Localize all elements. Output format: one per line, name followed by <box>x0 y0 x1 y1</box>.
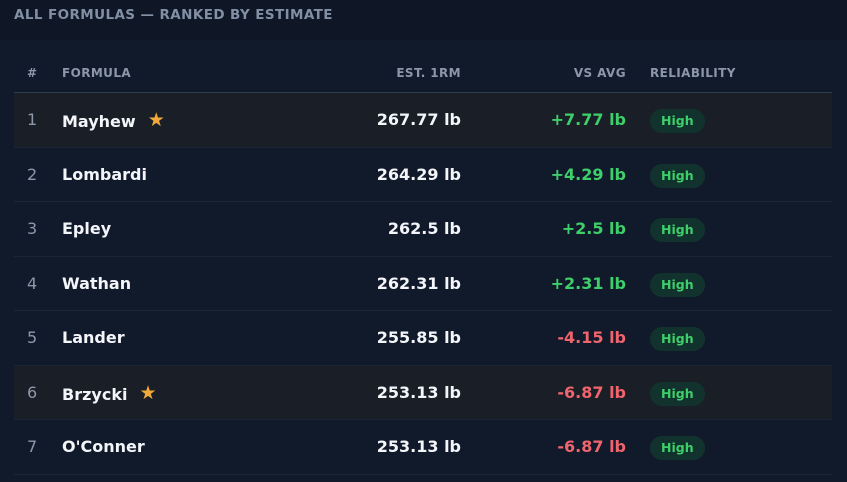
column-header-reliability[interactable]: RELIABILITY <box>650 66 736 80</box>
formula-name-cell: Wathan <box>62 274 131 293</box>
rank-cell: 1 <box>27 110 38 129</box>
table-body: 1 Mayhew ★ 267.77 lb +7.77 lb High 2 Lomb… <box>14 93 832 475</box>
formula-name-cell: Brzycki ★ <box>62 381 157 405</box>
star-icon: ★ <box>139 381 157 404</box>
est-1rm-cell: 262.31 lb <box>376 273 461 293</box>
table-row[interactable]: 1 Mayhew ★ 267.77 lb +7.77 lb High <box>14 93 832 148</box>
vs-avg-cell: +7.77 lb <box>550 110 626 129</box>
table-header: # FORMULA EST. 1RM VS AVG RELIABILITY <box>14 52 832 93</box>
table-row[interactable]: 6 Brzycki ★ 253.13 lb -6.87 lb High <box>14 365 832 420</box>
reliability-badge: High <box>650 163 705 188</box>
vs-avg-cell: -6.87 lb <box>557 437 626 456</box>
column-header-vs-avg[interactable]: VS AVG <box>573 66 626 80</box>
est-1rm-cell: 264.29 lb <box>376 164 461 184</box>
vs-avg-cell: -6.87 lb <box>557 382 626 402</box>
table-row[interactable]: 2 Lombardi 264.29 lb +4.29 lb High <box>14 147 832 202</box>
formula-name: Lombardi <box>62 164 147 184</box>
table-row[interactable]: 7 O'Conner 253.13 lb -6.87 lb High <box>14 420 832 475</box>
vs-avg-cell: +2.31 lb <box>550 273 626 293</box>
formula-name-cell: O'Conner <box>62 437 145 456</box>
est-1rm-cell: 267.77 lb <box>376 110 461 129</box>
formula-name: Lander <box>62 328 125 347</box>
reliability-badge: High <box>650 109 705 133</box>
est-1rm-cell: 255.85 lb <box>376 328 461 347</box>
est-1rm-cell: 262.5 lb <box>387 219 461 238</box>
column-header-est-1rm[interactable]: EST. 1RM <box>396 66 461 80</box>
est-1rm-cell: 253.13 lb <box>376 382 461 402</box>
est-1rm-cell: 253.13 lb <box>376 437 461 456</box>
rank-cell: 6 <box>27 382 38 402</box>
vs-avg-cell: +2.5 lb <box>561 219 626 238</box>
formula-name-cell: Lander <box>62 328 125 347</box>
formula-name: Wathan <box>62 273 132 293</box>
column-header-formula[interactable]: FORMULA <box>62 66 132 80</box>
star-icon: ★ <box>147 109 165 131</box>
rank-cell: 4 <box>27 273 38 293</box>
table-row[interactable]: 5 Lander 255.85 lb -4.15 lb High <box>14 311 832 366</box>
reliability-badge: High <box>650 272 705 297</box>
formula-name-cell: Mayhew ★ <box>62 109 165 132</box>
section-title: ALL FORMULAS — RANKED BY ESTIMATE <box>14 7 333 23</box>
table-row[interactable]: 4 Wathan 262.31 lb +2.31 lb High <box>14 256 832 311</box>
formula-name: Mayhew <box>62 112 136 131</box>
reliability-badge: High <box>650 381 705 406</box>
rank-cell: 7 <box>27 437 38 456</box>
table-row[interactable]: 3 Epley 262.5 lb +2.5 lb High <box>14 202 832 257</box>
formula-name: Epley <box>62 219 112 238</box>
vs-avg-cell: -4.15 lb <box>557 328 626 347</box>
rank-cell: 3 <box>27 219 38 238</box>
formula-name-cell: Lombardi <box>62 165 147 184</box>
reliability-badge: High <box>650 327 705 351</box>
reliability-badge: High <box>650 218 705 242</box>
formula-name: Brzycki <box>62 384 128 404</box>
rank-cell: 2 <box>27 164 38 184</box>
vs-avg-cell: +4.29 lb <box>550 164 626 184</box>
formula-name: O'Conner <box>62 437 145 456</box>
rank-cell: 5 <box>27 328 38 347</box>
formula-name-cell: Epley <box>62 219 111 238</box>
reliability-badge: High <box>650 436 705 460</box>
column-header-rank: # <box>27 66 38 80</box>
